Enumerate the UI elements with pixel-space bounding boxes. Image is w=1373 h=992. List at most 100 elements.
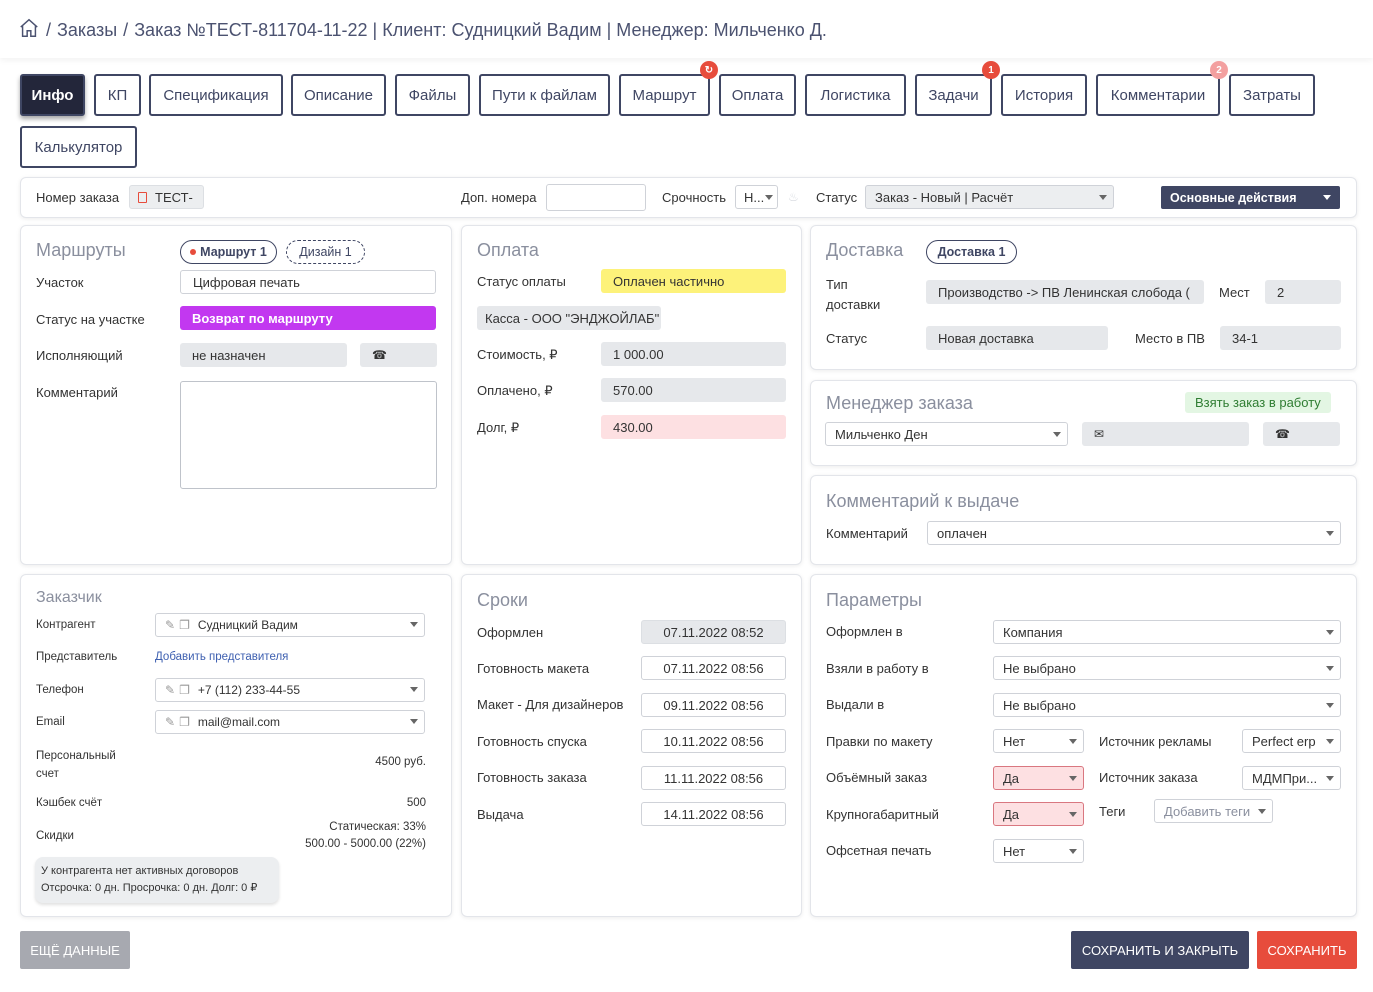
order-bar <box>20 177 1357 218</box>
tab-kp[interactable]: КП <box>94 74 141 116</box>
tab-costs[interactable]: Затраты <box>1229 74 1315 116</box>
cost-label: Стоимость, ₽ <box>477 347 558 362</box>
breadcrumb-orders[interactable]: Заказы <box>57 20 118 40</box>
fire-icon[interactable]: ♨ <box>788 190 799 204</box>
edit-icon[interactable]: ✎ <box>165 618 176 632</box>
tab-logistics[interactable]: Логистика <box>805 74 906 116</box>
delivery-pill[interactable]: Доставка 1 <box>926 240 1017 264</box>
save-button[interactable]: СОХРАНИТЬ <box>1257 931 1357 969</box>
delivery-type-label: Тип доставки <box>826 277 881 312</box>
ad-source-select[interactable]: Perfect erp <box>1242 729 1341 753</box>
tab-tasks[interactable]: Задачи <box>915 74 992 116</box>
contract-note-line: У контрагента нет активных договоров <box>41 865 239 877</box>
route-pill[interactable]: Маршрут 1 <box>180 240 277 264</box>
deadline-input[interactable]: 09.11.2022 08:56 <box>641 693 786 717</box>
chevron-down-icon <box>410 622 418 627</box>
deadline-input[interactable]: 11.11.2022 08:56 <box>641 766 786 790</box>
home-icon[interactable] <box>18 17 40 44</box>
comment-textarea[interactable] <box>180 381 437 489</box>
extra-numbers-input[interactable] <box>546 184 646 211</box>
issued-select[interactable]: Не выбрано <box>993 693 1341 717</box>
email-select[interactable]: ✎ ❐ mail@mail.com <box>155 710 425 734</box>
contractor-select[interactable]: ✎ ❐ Судницкий Вадим <box>155 613 425 637</box>
copy-icon[interactable]: ❐ <box>179 715 190 729</box>
deadline-value: 07.11.2022 08:52 <box>641 620 786 644</box>
registered-label: Оформлен в <box>826 624 903 639</box>
large-select[interactable]: Да <box>993 802 1084 826</box>
edits-select[interactable]: Нет <box>993 729 1084 753</box>
copy-icon[interactable]: ❐ <box>179 618 190 632</box>
section-field[interactable]: Цифровая печать <box>180 270 436 294</box>
taken-select[interactable]: Не выбрано <box>993 656 1341 680</box>
design-pill[interactable]: Дизайн 1 <box>286 240 365 264</box>
volume-select[interactable]: Да <box>993 766 1084 790</box>
taken-value: Не выбрано <box>1003 660 1076 676</box>
chevron-down-icon <box>1326 630 1334 635</box>
more-data-button[interactable]: ЕЩЁ ДАННЫЕ <box>20 931 130 969</box>
deadline-input[interactable]: 14.11.2022 08:56 <box>641 802 786 826</box>
contractor-value: Судницкий Вадим <box>197 618 298 632</box>
tab-history[interactable]: История <box>1001 74 1087 116</box>
take-order-button[interactable]: Взять заказ в работу <box>1185 392 1331 413</box>
tab-payment[interactable]: Оплата <box>719 74 796 116</box>
issue-comment-select[interactable]: оплачен <box>927 521 1341 545</box>
tab-description[interactable]: Описание <box>291 74 386 116</box>
comment-label: Комментарий <box>36 385 118 400</box>
refresh-icon: ↻ <box>700 61 718 79</box>
tab-route[interactable]: Маршрут <box>619 74 710 116</box>
tab-label: Спецификация <box>163 86 269 104</box>
extra-numbers-label: Доп. номера <box>461 190 537 205</box>
copy-icon[interactable] <box>138 191 147 203</box>
offset-select[interactable]: Нет <box>993 839 1084 863</box>
tab-calculator[interactable]: Калькулятор <box>20 126 137 168</box>
tab-specification[interactable]: Спецификация <box>149 74 283 116</box>
phone-icon: ☎ <box>372 348 387 362</box>
payment-title: Оплата <box>477 240 539 260</box>
large-label: Крупногабаритный <box>826 807 939 822</box>
tab-comments[interactable]: Комментарии <box>1096 74 1220 116</box>
chevron-down-icon <box>1326 666 1334 671</box>
urgency-select[interactable]: Н... <box>735 185 778 209</box>
manager-phone[interactable]: ☎ <box>1263 422 1340 446</box>
order-source-select[interactable]: МДМПри... <box>1242 766 1341 790</box>
deadline-label: Макет - Для дизайнеров <box>477 697 624 712</box>
manager-select[interactable]: Мильченко Ден <box>825 422 1068 446</box>
breadcrumb-current: Заказ №ТЕСТ-811704-11-22 | Клиент: Судни… <box>134 20 827 40</box>
debt-value: 430.00 <box>601 415 786 439</box>
breadcrumb-separator: / <box>123 20 129 40</box>
edit-icon[interactable]: ✎ <box>165 683 176 697</box>
cost-value: 1 000.00 <box>601 342 786 366</box>
chevron-down-icon <box>1326 739 1334 744</box>
edits-value: Нет <box>1003 733 1026 749</box>
tab-info[interactable]: Инфо <box>20 74 85 116</box>
tab-files[interactable]: Файлы <box>395 74 470 116</box>
copy-icon[interactable]: ❐ <box>179 683 190 697</box>
tags-select[interactable]: Добавить теги <box>1154 799 1273 823</box>
deadline-input[interactable]: 10.11.2022 08:56 <box>641 729 786 753</box>
issue-comment-title: Комментарий к выдаче <box>826 491 1020 511</box>
cashbox-field[interactable]: Касса - ООО "ЭНДЖОЙЛАБ" <box>477 306 661 330</box>
manager-email[interactable]: ✉ <box>1082 422 1249 446</box>
deadline-input[interactable]: 07.11.2022 08:56 <box>641 656 786 680</box>
executor-phone[interactable]: ☎ <box>360 343 437 367</box>
add-representative-link[interactable]: Добавить представителя <box>155 651 289 663</box>
section-label: Участок <box>36 275 84 290</box>
executor-field[interactable]: не назначен <box>180 343 347 367</box>
edit-icon[interactable]: ✎ <box>165 715 176 729</box>
tab-file-paths[interactable]: Пути к файлам <box>479 74 610 116</box>
order-number-field[interactable]: ТЕСТ- <box>129 185 204 209</box>
routes-title: Маршруты <box>36 240 126 260</box>
phone-icon: ☎ <box>1275 427 1290 441</box>
chevron-down-icon <box>765 195 773 200</box>
main-actions-button[interactable]: Основные действия <box>1161 186 1340 209</box>
tab-label: Логистика <box>820 86 891 104</box>
chevron-down-icon <box>1069 776 1077 781</box>
phone-select[interactable]: ✎ ❐ +7 (112) 233-44-55 <box>155 678 425 702</box>
save-close-button[interactable]: СОХРАНИТЬ И ЗАКРЫТЬ <box>1071 931 1249 969</box>
issue-comment-value: оплачен <box>937 525 987 541</box>
status-select[interactable]: Заказ - Новый | Расчёт <box>865 185 1114 209</box>
edits-label: Правки по макету <box>826 734 933 749</box>
registered-select[interactable]: Компания <box>993 620 1341 644</box>
issued-label: Выдали в <box>826 697 885 712</box>
section-status-field[interactable]: Возврат по маршруту <box>180 306 436 330</box>
